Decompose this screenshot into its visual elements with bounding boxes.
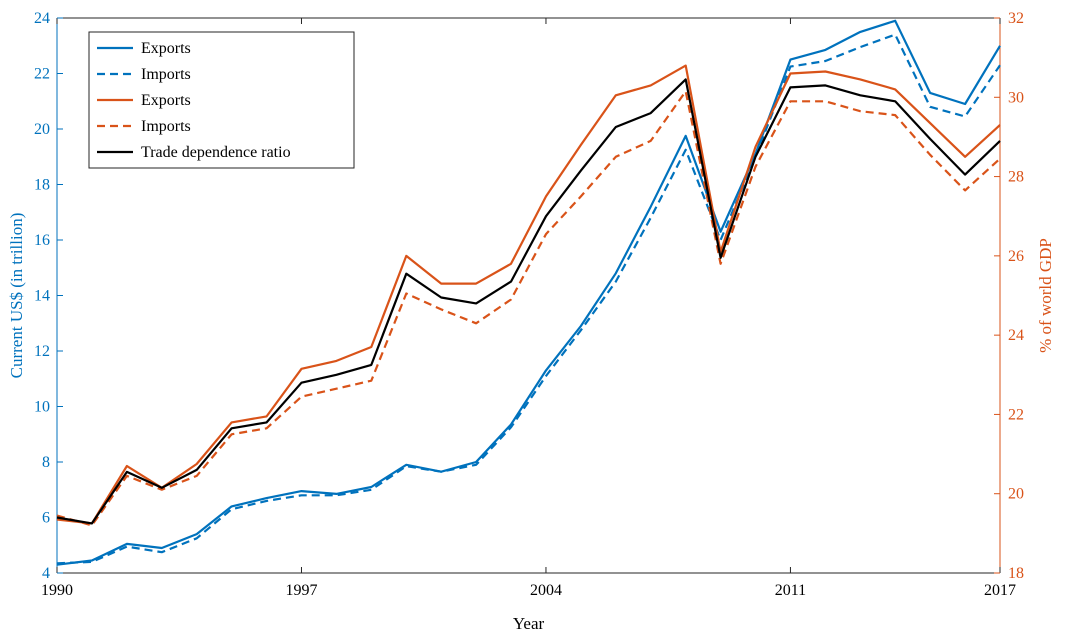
legend-label-exports: Exports: [141, 92, 191, 109]
series-line-right-trade-dependence-ratio: [56, 78, 1001, 525]
y-left-tick-label: 12: [34, 343, 50, 360]
y-left-tick-label: 8: [42, 454, 50, 471]
y-left-tick-label: 4: [42, 565, 50, 582]
y-right-tick-label: 28: [1008, 169, 1024, 186]
series-line-left-exports: [56, 19, 1001, 566]
y-right-tick-label: 30: [1008, 89, 1024, 106]
series-line-right-imports: [56, 90, 1001, 527]
x-tick-label: 2017: [984, 582, 1016, 599]
y-left-tick-label: 20: [34, 121, 50, 138]
legend-box: [88, 31, 355, 169]
x-axis-title: Year: [513, 614, 545, 633]
legend: Exports Imports Exports Imports Trade depend…: [88, 31, 355, 169]
y-right-axis-title: % of world GDP: [1036, 238, 1055, 353]
axes: 1990 1997 2004 2011 2017 4 6 8 10 12 14 16 18 20 22 24 1…: [34, 10, 1024, 599]
series-lines: [56, 19, 1001, 566]
series-line-left-imports: [56, 33, 1001, 565]
y-right-tick-label: 18: [1008, 565, 1024, 582]
y-left-tick-label: 14: [34, 288, 50, 305]
legend-label-exports: Exports: [141, 40, 191, 57]
y-left-tick-label: 6: [42, 510, 50, 527]
x-tick-label: 1997: [285, 582, 317, 599]
legend-label-imports: Imports: [141, 66, 191, 83]
x-tick-label: 1990: [41, 582, 73, 599]
y-left-tick-label: 10: [34, 399, 50, 416]
legend-label-imports: Imports: [141, 118, 191, 135]
y-right-tick-label: 26: [1008, 248, 1024, 265]
y-left-tick-label: 16: [34, 232, 50, 249]
y-right-tick-label: 22: [1008, 406, 1024, 423]
y-right-tick-label: 24: [1008, 327, 1024, 344]
y-left-tick-label: 24: [34, 10, 50, 27]
legend-label-trade-dependence-ratio: Trade dependence ratio: [141, 144, 291, 161]
x-tick-label: 2011: [775, 582, 806, 599]
y-left-tick-label: 18: [34, 177, 50, 194]
series-line-right-exports: [56, 64, 1001, 525]
x-tick-label: 2004: [530, 582, 562, 599]
y-left-tick-label: 22: [34, 66, 50, 83]
y-right-tick-label: 32: [1008, 10, 1024, 27]
y-left-axis-title: Current US$ (in trillion): [7, 213, 26, 379]
y-right-tick-label: 20: [1008, 486, 1024, 503]
